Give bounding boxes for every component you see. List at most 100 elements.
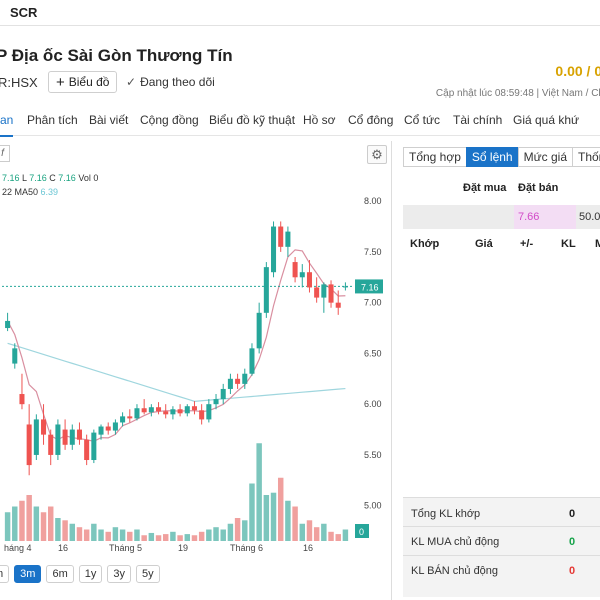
- legend-low-key: L: [22, 173, 30, 183]
- volume-bar: [213, 527, 219, 541]
- tab-analysis[interactable]: Phân tích: [27, 113, 78, 127]
- ohlc-legend: 7.16 L 7.16 C 7.16 Vol 0: [2, 173, 98, 183]
- last-price-tag: [355, 279, 383, 294]
- volume-bar: [277, 477, 284, 541]
- volume-bar: [184, 534, 191, 541]
- top-bar: SCR: [0, 0, 600, 26]
- chart-settings-button[interactable]: ⚙: [367, 145, 387, 164]
- candle-body: [213, 399, 219, 405]
- tab-title: SCR: [10, 5, 38, 20]
- volume-bar: [40, 512, 47, 541]
- legend-close-key: C: [49, 173, 59, 183]
- divider: [403, 526, 600, 527]
- candle-body: [299, 272, 305, 278]
- indicator-button[interactable]: f: [0, 145, 10, 162]
- volume-bar: [98, 529, 104, 541]
- volume-bar: [62, 520, 68, 541]
- volume-bar: [119, 529, 126, 541]
- candle-body: [184, 406, 190, 414]
- candle-body: [5, 320, 11, 329]
- y-tick-label: 8.00: [364, 196, 382, 206]
- range-5y-button[interactable]: 5y: [135, 565, 160, 583]
- volume-tag-label: 0: [359, 527, 364, 537]
- legend-vol: Vol 0: [78, 173, 99, 183]
- candle-body: [41, 419, 47, 435]
- candle-body: [227, 378, 233, 389]
- tab-profile[interactable]: Hồ sơ: [303, 113, 336, 127]
- range-1m-button[interactable]: m: [0, 565, 10, 583]
- chart-panel: 8.00 7.50 7.00 6.50 6.00 5.50 5.00 7.16 0 háng 4 1…: [0, 141, 392, 600]
- x-tick-label: 16: [303, 543, 313, 553]
- y-tick-label: 5.00: [364, 501, 382, 511]
- range-3m-button[interactable]: 3m: [14, 565, 42, 583]
- volume-bar: [234, 518, 241, 541]
- volume-bar: [328, 531, 334, 541]
- volume-bar: [321, 523, 327, 541]
- chart-button[interactable]: + Biểu đồ: [48, 71, 118, 93]
- follow-toggle[interactable]: ✓ Đang theo dõi: [126, 75, 215, 89]
- candle-body: [263, 267, 269, 313]
- candle-body: [141, 408, 147, 413]
- sell-cell: [514, 205, 576, 229]
- candle-body: [55, 424, 61, 455]
- y-tick-label: 5.50: [364, 450, 382, 460]
- plus-icon: +: [56, 73, 65, 91]
- candle-body: [321, 284, 327, 298]
- candle-body: [235, 378, 241, 384]
- candle-body: [342, 286, 348, 288]
- volume-bar: [148, 532, 155, 541]
- candle-body: [12, 348, 18, 364]
- volume-bar: [4, 512, 11, 541]
- tab-articles[interactable]: Bài viết: [89, 113, 129, 127]
- range-6m-button[interactable]: 6m: [46, 565, 74, 583]
- tab-technical-chart[interactable]: Biểu đồ kỹ thuật: [209, 113, 296, 127]
- y-tick-label: 7.50: [364, 247, 382, 257]
- tab-shareholders[interactable]: Cổ đông: [348, 113, 394, 127]
- volume-bar: [127, 531, 133, 541]
- candle-body: [206, 404, 212, 420]
- tab-price-history[interactable]: Giá quá khứ: [513, 113, 580, 127]
- candle-body: [285, 231, 291, 247]
- candle-body: [120, 416, 126, 423]
- candle-body: [148, 407, 154, 413]
- tab-community[interactable]: Cộng đồng: [140, 113, 199, 127]
- range-selector: m 3m 6m 1y 3y 5y: [0, 565, 160, 583]
- tab-overview[interactable]: an: [0, 113, 14, 137]
- tab-financials[interactable]: Tài chính: [453, 113, 503, 127]
- candle-body: [156, 407, 162, 412]
- candle-body: [335, 302, 341, 308]
- tab-summary[interactable]: Tổng hợp: [403, 147, 467, 167]
- candle-body: [242, 373, 248, 384]
- candle-body: [163, 411, 169, 415]
- candle-body: [220, 388, 226, 400]
- volume-bar: [162, 534, 169, 541]
- candle-body: [19, 394, 25, 405]
- volume-bar: [191, 535, 198, 541]
- volume-bar: [206, 529, 212, 541]
- main-nav: an Phân tích Bài viết Cộng đồng Biểu đồ …: [0, 104, 600, 137]
- price-header: Giá: [475, 238, 493, 250]
- m-header: M: [595, 238, 600, 250]
- volume-bar: [335, 534, 341, 541]
- y-tick-label: 7.00: [364, 298, 382, 308]
- tab-order-book[interactable]: Sổ lệnh: [465, 147, 519, 167]
- volume-bar: [299, 523, 306, 541]
- volume-bar: [76, 527, 83, 541]
- x-tick-label: Tháng 6: [230, 543, 263, 553]
- price-chart[interactable]: 8.00 7.50 7.00 6.50 6.00 5.50 5.00 7.16 0 háng 4 1…: [0, 141, 392, 561]
- volume-bar: [33, 506, 40, 541]
- tab-price-levels[interactable]: Mức giá: [517, 147, 573, 167]
- volume-bar: [12, 506, 18, 541]
- summary-value: 0: [569, 565, 576, 577]
- summary-label: KL BÁN chủ động: [411, 565, 499, 577]
- tab-statistics[interactable]: Thống: [572, 147, 600, 167]
- buy-column-header: Đặt mua: [463, 182, 507, 194]
- tab-dividends[interactable]: Cổ tức: [404, 113, 441, 127]
- x-tick-label: Tháng 5: [109, 543, 142, 553]
- x-tick-label: 19: [178, 543, 188, 553]
- range-1y-button[interactable]: 1y: [78, 565, 103, 583]
- range-3y-button[interactable]: 3y: [107, 565, 131, 583]
- candle-body: [256, 312, 262, 349]
- volume-bar: [220, 529, 226, 541]
- volume-bar: [249, 483, 255, 541]
